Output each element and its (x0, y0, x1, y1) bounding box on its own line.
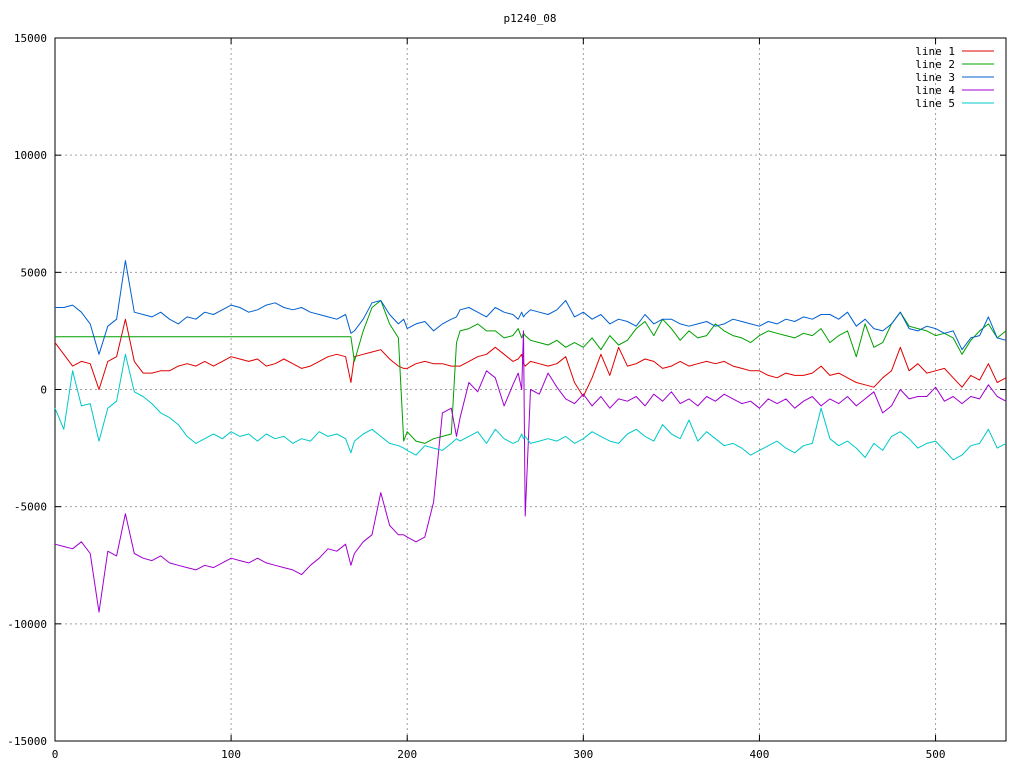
x-tick-label: 100 (221, 748, 241, 761)
x-tick-label: 0 (52, 748, 59, 761)
y-tick-label: -5000 (14, 501, 47, 514)
y-tick-label: -10000 (7, 618, 47, 631)
series-line-3 (55, 260, 1007, 355)
legend-label-1: line 1 (915, 45, 955, 58)
legend-label-2: line 2 (915, 58, 955, 71)
y-tick-label: 15000 (14, 32, 47, 45)
y-tick-label: -15000 (7, 735, 47, 748)
series-line-5 (54, 353, 1007, 461)
y-tick-label: 10000 (14, 149, 47, 162)
series-line-1 (54, 318, 1007, 397)
legend-label-3: line 3 (915, 71, 955, 84)
legend-label-4: line 4 (915, 84, 955, 97)
series-lines (54, 260, 1007, 613)
chart-title: p1240_08 (504, 12, 557, 25)
x-tick-label: 200 (397, 748, 417, 761)
axis-ticks: -15000 -10000 -5000 0 5000 10000 15000 0 100 200 3… (7, 32, 1006, 761)
y-tick-label: 0 (40, 384, 47, 397)
series-line-4 (54, 330, 1007, 613)
y-tick-label: 5000 (21, 266, 48, 279)
x-tick-label: 500 (926, 748, 946, 761)
series-line-2 (55, 300, 1007, 444)
x-tick-label: 400 (750, 748, 770, 761)
x-tick-label: 300 (573, 748, 593, 761)
legend-label-5: line 5 (915, 97, 955, 110)
